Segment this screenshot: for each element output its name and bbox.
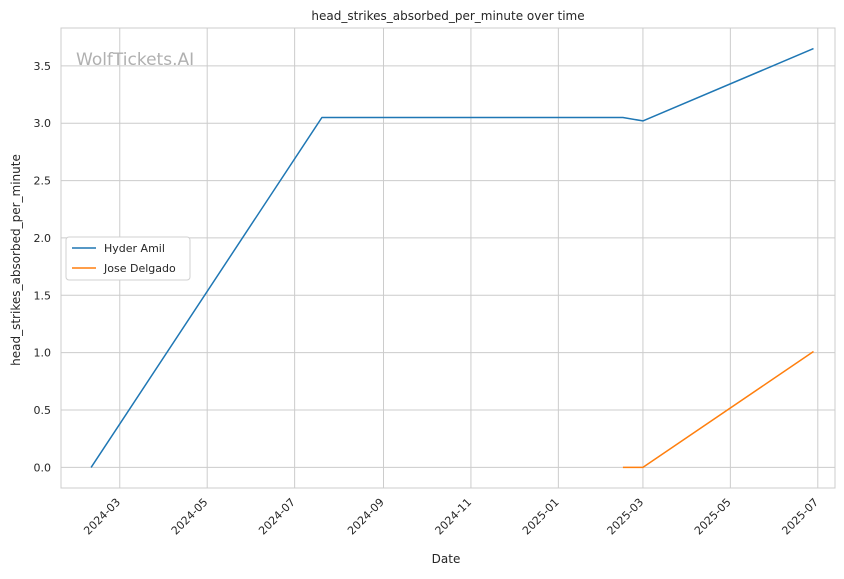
- x-tick-label: 2024-09: [345, 496, 387, 538]
- y-tick-label: 2.5: [34, 175, 52, 188]
- legend-label-jose-delgado: Jose Delgado: [103, 262, 176, 275]
- watermark: WolfTickets.AI: [76, 50, 194, 70]
- x-tick-label: 2025-01: [520, 496, 562, 538]
- y-axis-ticks: 0.0 0.5 1.0 1.5 2.0 2.5 3.0 3.5: [34, 60, 52, 474]
- x-tick-label: 2024-11: [433, 496, 475, 538]
- y-tick-label: 0.0: [34, 461, 52, 474]
- y-tick-label: 3.5: [34, 60, 52, 73]
- y-tick-label: 1.5: [34, 289, 52, 302]
- legend-label-hyder-amil: Hyder Amil: [104, 242, 165, 255]
- legend: Hyder Amil Jose Delgado: [65, 236, 191, 281]
- legend-box: [65, 236, 191, 281]
- y-tick-label: 2.0: [34, 232, 52, 245]
- x-tick-label: 2024-03: [81, 496, 123, 538]
- y-tick-label: 0.5: [34, 404, 52, 417]
- x-tick-label: 2024-07: [256, 496, 298, 538]
- grid-lines: [61, 28, 835, 488]
- plot-frame: [60, 27, 836, 489]
- x-tick-label: 2024-05: [169, 496, 211, 538]
- x-tick-label: 2025-03: [605, 496, 647, 538]
- x-axis-ticks: 2024-03 2024-05 2024-07 2024-09 2024-11 2025-…: [81, 496, 821, 538]
- y-tick-label: 3.0: [34, 117, 52, 130]
- chart-title: head_strikes_absorbed_per_minute over ti…: [311, 9, 584, 23]
- series-line-jose-delgado: [622, 350, 814, 469]
- x-tick-label: 2025-07: [779, 496, 821, 538]
- x-axis-label: Date: [432, 552, 461, 566]
- y-tick-label: 1.0: [34, 347, 52, 360]
- x-tick-label: 2025-05: [692, 496, 734, 538]
- y-axis-label: head_strikes_absorbed_per_minute: [9, 154, 23, 366]
- series-line-hyder-amil: [90, 47, 814, 468]
- series-lines: [90, 47, 814, 469]
